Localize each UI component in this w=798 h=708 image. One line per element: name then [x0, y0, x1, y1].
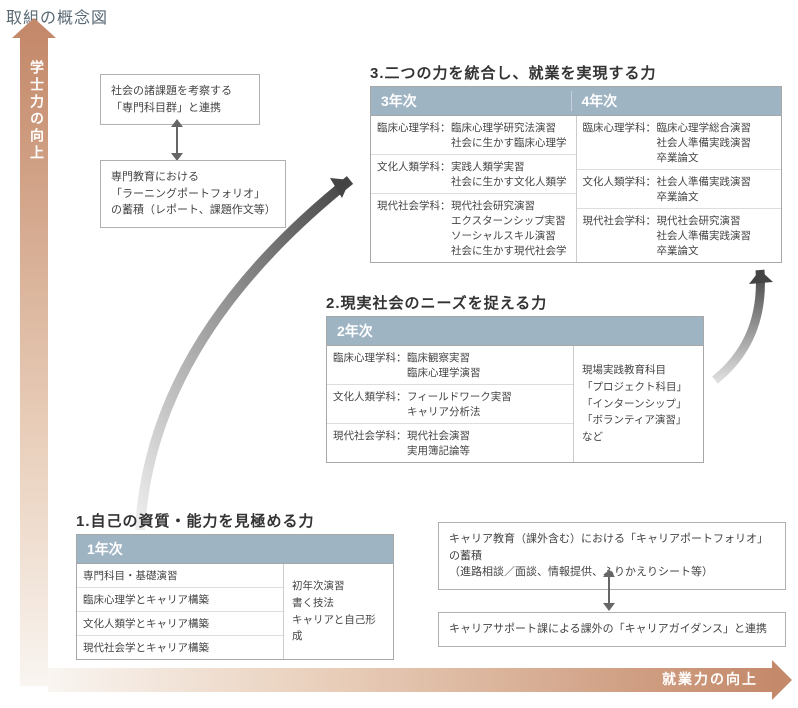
course-row: 専門科目・基礎演習: [77, 564, 283, 588]
year3-column: 臨床心理学科：臨床心理学研究法演習社会に生かす臨床心理学文化人類学科：実践人類学…: [371, 116, 576, 262]
section2-header: 2年次: [327, 317, 703, 346]
year1-column: 専門科目・基礎演習臨床心理学とキャリア構築文化人類学とキャリア構築現代社会学とキ…: [77, 564, 283, 659]
year4-header: 4年次: [572, 91, 772, 111]
section3-header: 3年次 4年次: [371, 87, 781, 116]
course-row: 臨床心理学科：臨床観察実習臨床心理学演習: [327, 346, 573, 385]
bottom-box-a: キャリア教育（課外含む）における「キャリアポートフォリオ」の蓄積（進路相談／面談…: [438, 522, 786, 590]
top-box-a: 社会の諸課題を考察する「専門科目群」と連携: [100, 74, 260, 125]
course-row: 文化人類学科：実践人類学実習社会に生かす文化人類学: [371, 155, 576, 194]
course-row: 現代社会学科：現代社会研究演習エクスターンシップ実習ソーシャルスキル演習社会に生…: [371, 194, 576, 262]
double-arrow-top: [176, 126, 178, 154]
curve-arrow-2: [705, 250, 795, 390]
section2-side: 現場実践教育科目「プロジェクト科目」「インターンシップ」「ボランティア演習」など: [573, 346, 703, 462]
course-row: 文化人類学とキャリア構築: [77, 612, 283, 636]
section2-panel: 2年次 臨床心理学科：臨床観察実習臨床心理学演習文化人類学科：フィールドワーク実…: [326, 316, 704, 463]
section1-title: 1.自己の資質・能力を見極める力: [76, 510, 315, 531]
x-axis-label: 就業力の向上: [662, 669, 758, 689]
bottom-box-b: キャリアサポート課による課外の「キャリアガイダンス」と連携: [438, 612, 786, 647]
section1-header: 1年次: [77, 535, 393, 564]
year3-header: 3年次: [381, 91, 572, 111]
y-axis-label: 学士力の向上: [27, 60, 47, 162]
year2-column: 臨床心理学科：臨床観察実習臨床心理学演習文化人類学科：フィールドワーク実習キャリ…: [327, 346, 573, 462]
section1-panel: 1年次 専門科目・基礎演習臨床心理学とキャリア構築文化人類学とキャリア構築現代社…: [76, 534, 394, 660]
course-row: 文化人類学科：フィールドワーク実習キャリア分析法: [327, 385, 573, 424]
section3-title: 3.二つの力を統合し、就業を実現する力: [370, 62, 657, 83]
course-row: 現代社会学とキャリア構築: [77, 636, 283, 659]
course-row: 臨床心理学科：臨床心理学研究法演習社会に生かす臨床心理学: [371, 116, 576, 155]
course-row: 文化人類学科：社会人準備実践演習卒業論文: [577, 170, 782, 209]
course-row: 臨床心理学とキャリア構築: [77, 588, 283, 612]
section1-side: 初年次演習書く技法キャリアと自己形成: [283, 564, 393, 659]
course-row: 現代社会学科：現代社会演習実用簿記論等: [327, 424, 573, 462]
double-arrow-bottom: [608, 576, 610, 604]
course-row: 臨床心理学科：臨床心理学総合演習社会人準備実践演習卒業論文: [577, 116, 782, 170]
section3-panel: 3年次 4年次 臨床心理学科：臨床心理学研究法演習社会に生かす臨床心理学文化人類…: [370, 86, 782, 263]
year4-column: 臨床心理学科：臨床心理学総合演習社会人準備実践演習卒業論文文化人類学科：社会人準…: [576, 116, 782, 262]
section2-title: 2.現実社会のニーズを捉える力: [326, 292, 547, 313]
course-row: 現代社会学科：現代社会研究演習社会人準備実践演習卒業論文: [577, 209, 782, 262]
